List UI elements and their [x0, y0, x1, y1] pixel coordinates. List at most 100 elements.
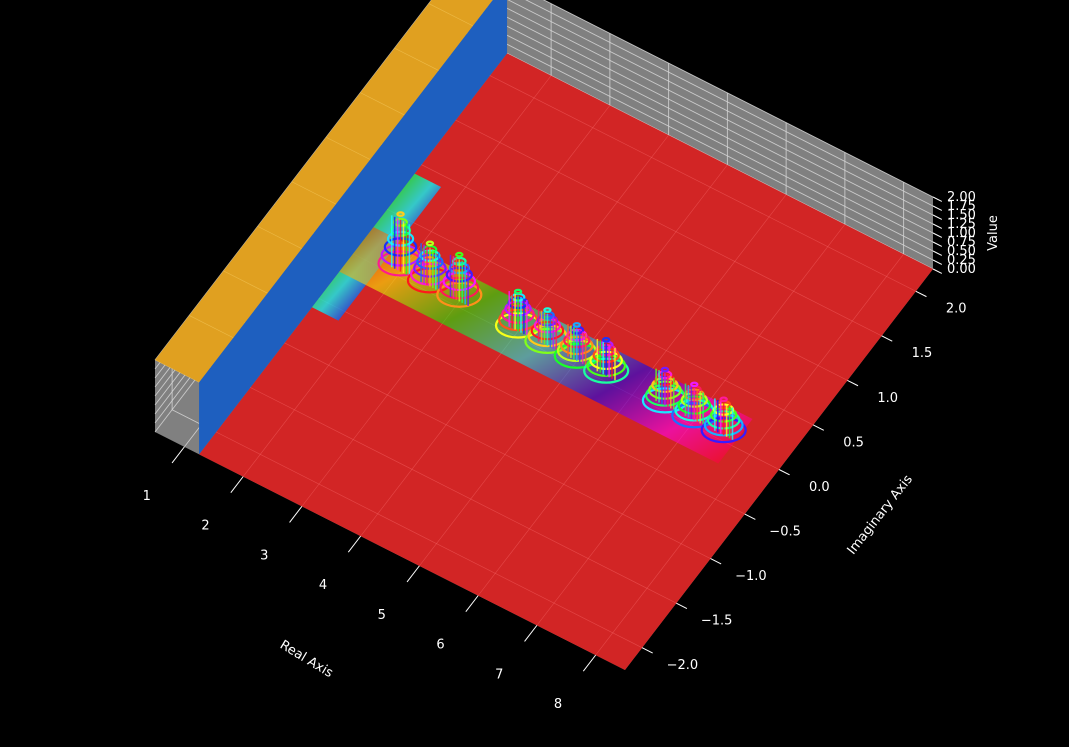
z-tick-mark [932, 259, 943, 265]
surface-grid-line [154, 359, 200, 383]
y-tick-mark [915, 290, 927, 298]
x-tick-mark [289, 506, 303, 523]
peak-contour [455, 251, 464, 258]
x-tick-mark [524, 625, 538, 642]
tick-labels: 12345678−2.0−1.5−1.0−0.50.00.51.01.52.00… [143, 190, 976, 712]
surface-peak [583, 336, 630, 384]
z-tick-mark [932, 268, 943, 274]
y-tick-label: 0.5 [843, 435, 864, 450]
z-tick-mark [932, 232, 943, 238]
y-tick-mark [812, 424, 825, 431]
y-tick-label: 2.0 [946, 302, 967, 317]
peak-contour [660, 366, 670, 373]
z-axis-label: Value [986, 215, 1001, 251]
x-tick-label: 5 [378, 608, 386, 623]
grid-line [489, 0, 934, 225]
y-tick-mark [881, 335, 893, 342]
grid-line [507, 0, 934, 216]
x-tick-label: 2 [201, 519, 209, 534]
surface-peak [494, 288, 542, 339]
z-tick-mark [932, 214, 943, 220]
surface-peak [700, 396, 747, 444]
z-tick-label: 2.00 [947, 190, 976, 205]
z-tick-label: 0.75 [947, 235, 976, 250]
surface-grid-line [394, 47, 439, 71]
y-tick-label: −1.0 [735, 569, 767, 584]
surface-grid-line [455, 119, 882, 337]
x-tick-mark [406, 565, 420, 583]
surface-grid-line [257, 226, 302, 249]
peak-contour [396, 211, 405, 217]
z-tick-label: 0.25 [947, 253, 976, 268]
y-tick-mark [847, 379, 859, 387]
peak-contour [543, 307, 552, 313]
x-tick-mark [347, 535, 362, 553]
peak-contour [425, 240, 435, 247]
z-tick-label: 0.50 [947, 244, 976, 259]
x-tick-label: 3 [260, 548, 268, 563]
y-tick-label: −2.0 [667, 658, 699, 673]
peak-contour [513, 288, 523, 295]
surface-grid-line [489, 75, 917, 292]
x-tick-mark [230, 476, 244, 493]
surface-peak [377, 211, 424, 277]
z-tick-label: 0.00 [947, 262, 976, 277]
y-tick-label: 0.0 [809, 480, 830, 495]
surface-top [155, 0, 493, 383]
surface-peak [436, 251, 483, 308]
z-tick-mark [932, 205, 943, 211]
grid-line [542, 0, 934, 198]
z-tick-mark [932, 196, 943, 202]
x-tick-mark [465, 595, 479, 612]
y-tick-mark [676, 602, 688, 609]
x-tick-mark [171, 446, 185, 464]
z-tick-label: 1.00 [947, 226, 976, 241]
surface-grid-line [223, 270, 268, 294]
x-tick-label: 6 [436, 638, 444, 653]
x-axis-label: Real Axis [277, 638, 336, 681]
surface-peak [524, 307, 571, 355]
x-tick-label: 1 [143, 489, 151, 504]
y-tick-label: −0.5 [769, 524, 801, 539]
surface-wall [199, 0, 508, 455]
peak-contour [601, 336, 611, 343]
surface-grid-line [595, 253, 904, 656]
surface-grid-line [189, 315, 234, 339]
peak-contour [690, 381, 699, 388]
peak-contour [572, 322, 582, 328]
y-tick-label: 1.0 [877, 391, 898, 406]
peak-contour [719, 396, 728, 403]
back-pane [463, 0, 933, 269]
z-tick-mark [932, 241, 943, 247]
surface-grid-line [421, 164, 848, 381]
y-tick-mark [710, 558, 722, 565]
z-tick-mark [932, 250, 943, 256]
grid-line [525, 0, 934, 207]
y-tick-mark [641, 647, 653, 654]
y-tick-label: −1.5 [701, 614, 733, 629]
y-axis-label: Imaginary Axis [845, 472, 916, 558]
x-tick-mark [582, 654, 597, 672]
z-tick-label: 1.75 [947, 199, 976, 214]
grid-line [471, 0, 934, 234]
surface-grid-line [318, 298, 745, 515]
y-tick-mark [744, 513, 756, 520]
grid-line [462, 12, 934, 252]
surface-grid-line [216, 431, 643, 648]
grid-line [462, 21, 934, 261]
z-tick-label: 1.50 [947, 208, 976, 223]
x-tick-label: 4 [319, 578, 327, 593]
y-tick-label: 1.5 [912, 346, 933, 361]
surface-grid-line [284, 342, 711, 559]
surface-grid-line [325, 136, 371, 160]
surface-grid-line [360, 92, 405, 116]
surface-grid-line [250, 387, 677, 604]
surface [154, 0, 933, 670]
surface-grid-line [291, 181, 337, 205]
surface-grid-line [387, 208, 814, 426]
x-tick-label: 7 [495, 667, 503, 682]
x-tick-label: 8 [554, 697, 562, 712]
z-tick-label: 1.25 [947, 217, 976, 232]
surface-grid-line [428, 3, 473, 27]
